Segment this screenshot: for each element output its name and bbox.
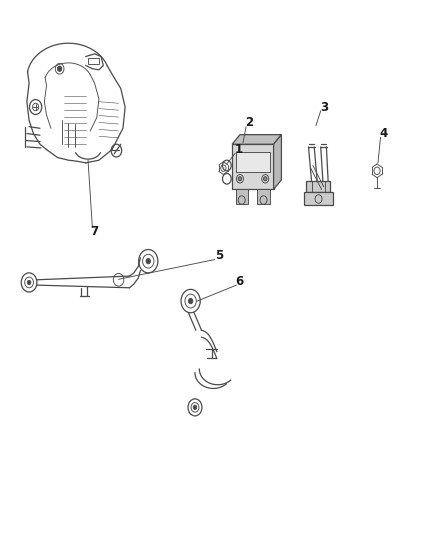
Bar <box>306 181 330 192</box>
Bar <box>304 192 332 205</box>
Text: 7: 7 <box>91 225 99 238</box>
Bar <box>236 189 248 204</box>
Text: 5: 5 <box>215 249 223 262</box>
Circle shape <box>27 280 31 285</box>
Circle shape <box>238 176 242 181</box>
Circle shape <box>193 405 197 409</box>
Bar <box>88 58 99 64</box>
Text: 1: 1 <box>235 143 243 156</box>
Circle shape <box>264 176 267 181</box>
Polygon shape <box>274 135 282 189</box>
Text: 6: 6 <box>235 275 244 288</box>
Bar <box>236 152 270 172</box>
Circle shape <box>146 259 150 264</box>
Circle shape <box>188 298 193 304</box>
Polygon shape <box>232 135 282 144</box>
Text: 3: 3 <box>320 101 328 114</box>
Bar <box>258 189 270 204</box>
Text: 4: 4 <box>380 127 388 140</box>
Circle shape <box>57 66 62 71</box>
Text: 2: 2 <box>245 117 253 130</box>
Bar <box>232 144 274 189</box>
